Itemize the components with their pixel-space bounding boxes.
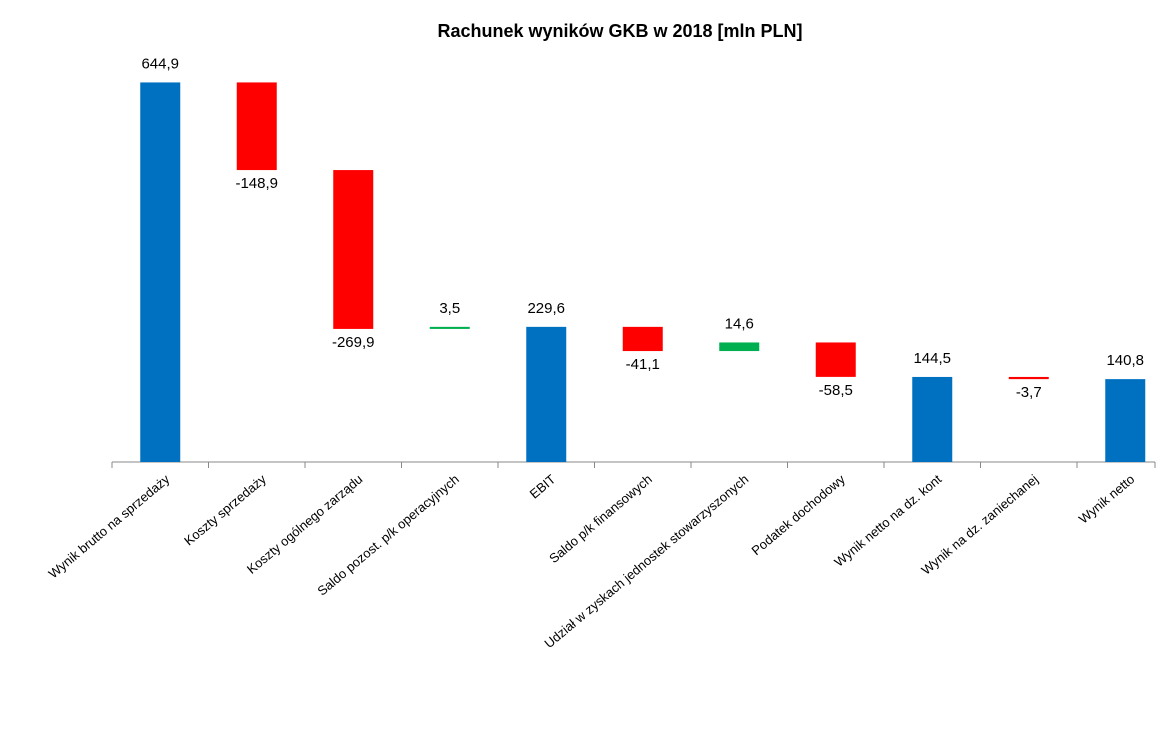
bar [815,342,856,377]
value-label: -58,5 [819,382,853,399]
bar [333,170,374,329]
x-tick-label: Podatek dochodowy [749,471,849,558]
value-label: 140,8 [1106,352,1144,369]
x-tick-label: Wynik netto [1076,471,1138,526]
value-label: 644,9 [141,55,179,72]
bar [1105,379,1146,462]
bar [622,326,663,352]
value-label: -3,7 [1016,384,1042,401]
value-label: -41,1 [626,356,660,373]
value-label: -269,9 [332,334,375,351]
bar [1008,376,1049,380]
x-tick-label: Wynik netto na dz. kont [831,471,944,570]
value-label: -148,9 [235,175,278,192]
x-tick-label: Udział w zyskach jednostek stowarzyszony… [541,471,751,651]
x-tick-label: Koszty sprzedaży [181,471,269,548]
chart-title: Rachunek wyników GKB w 2018 [mln PLN] [437,21,802,41]
bar [140,82,181,462]
bar [236,82,277,171]
x-tick-label: Wynik brutto na sprzedaży [45,471,172,581]
value-label: 144,5 [913,350,951,367]
bar [526,326,567,462]
bar [912,376,953,462]
bar [429,326,470,329]
bar [719,342,760,352]
value-label: 229,6 [527,300,565,317]
value-label: 3,5 [439,300,460,317]
value-label: 14,6 [725,315,754,332]
x-tick-label: Saldo p/k finansowych [546,471,655,566]
x-tick-label: EBIT [527,471,559,501]
